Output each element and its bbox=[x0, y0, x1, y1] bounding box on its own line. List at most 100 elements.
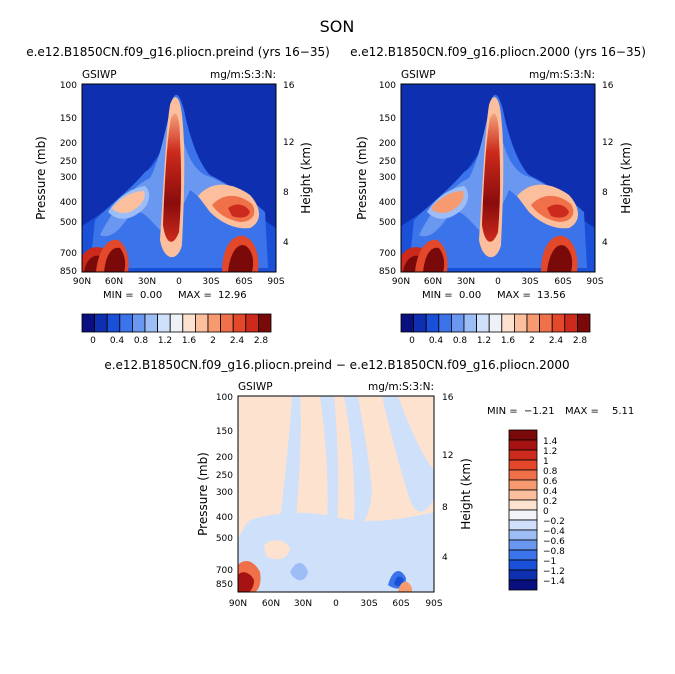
x-tick-label: 30N bbox=[294, 599, 312, 609]
y-tick-label: 150 bbox=[379, 114, 396, 124]
y-right-tick-label: 12 bbox=[442, 451, 453, 461]
stats: MIN = −1.21 MAX = 5.11 bbox=[487, 406, 634, 417]
stats-max-value: 13.56 bbox=[537, 290, 566, 301]
y-tick-label: 150 bbox=[60, 114, 77, 124]
colorbar-swatch bbox=[194, 313, 209, 333]
field-sh-lowlevel-core bbox=[547, 245, 573, 272]
plot-frame bbox=[237, 395, 435, 593]
colorbar-swatch bbox=[81, 313, 96, 333]
colorbar bbox=[508, 429, 538, 591]
colorbar-swatch bbox=[476, 313, 490, 333]
colorbar-swatch bbox=[463, 313, 478, 333]
x-tick-label: 90S bbox=[425, 599, 442, 609]
colorbar-label: 0 bbox=[409, 336, 415, 346]
colorbar-swatch bbox=[450, 313, 465, 333]
colorbar-label: 0.4 bbox=[110, 336, 125, 346]
y-ticks: 100 150 200 250 300 400 500 700 850 bbox=[379, 81, 396, 277]
x-tick-label: 60S bbox=[235, 277, 252, 287]
colorbar-swatch bbox=[438, 313, 452, 333]
y-right-tick-label: 16 bbox=[602, 81, 614, 91]
y-tick-label: 200 bbox=[379, 139, 396, 149]
figure-title: SON bbox=[320, 17, 355, 36]
colorbar-label: 1 bbox=[543, 457, 549, 467]
field-warm-nh-mid bbox=[431, 191, 464, 213]
y-tick-label: 500 bbox=[379, 218, 396, 228]
colorbar-swatch bbox=[169, 313, 184, 333]
colorbar-label: 2 bbox=[210, 336, 216, 346]
x-tick-label: 90S bbox=[267, 277, 284, 287]
y-ticks-right: 16 12 8 4 bbox=[442, 393, 454, 563]
y-tick-label: 150 bbox=[216, 427, 233, 437]
colorbar-swatch bbox=[207, 313, 222, 333]
field-nh-lowlevel-core bbox=[423, 247, 445, 272]
colorbar-swatch bbox=[508, 559, 538, 571]
y-tick-label: 850 bbox=[379, 267, 396, 277]
stats-max-label: MAX = bbox=[497, 290, 531, 301]
contour-field bbox=[82, 84, 276, 272]
y-axis-label: Pressure (mb) bbox=[196, 452, 210, 536]
colorbar-label: 1.4 bbox=[543, 437, 558, 447]
panel-left-label: GSIWP bbox=[82, 69, 117, 81]
colorbar-label: 0.4 bbox=[429, 336, 444, 346]
x-tick-label: 0 bbox=[333, 599, 339, 609]
plot-frame bbox=[400, 83, 596, 273]
panel-2000: e.e12.B1850CN.f09_g16.pliocn.2000 (yrs 1… bbox=[350, 45, 646, 346]
panel-title: e.e12.B1850CN.f09_g16.pliocn.2000 (yrs 1… bbox=[350, 45, 646, 59]
y-right-tick-label: 16 bbox=[442, 393, 454, 403]
colorbar-swatch bbox=[220, 313, 234, 333]
colorbar-swatch bbox=[508, 469, 538, 481]
y-axis-right-label: Height (km) bbox=[459, 458, 473, 529]
y-right-tick-label: 8 bbox=[442, 503, 448, 513]
colorbar-label: 0.8 bbox=[134, 336, 149, 346]
y-tick-label: 500 bbox=[60, 218, 77, 228]
y-tick-label: 850 bbox=[216, 580, 233, 590]
panel-left-label: GSIWP bbox=[401, 69, 436, 81]
colorbar-swatch bbox=[551, 313, 566, 333]
field-neg-band-2 bbox=[320, 396, 339, 540]
colorbar-swatch bbox=[508, 539, 538, 551]
colorbar-swatch bbox=[94, 313, 108, 333]
colorbar-swatch bbox=[508, 449, 538, 461]
y-tick-label: 700 bbox=[379, 249, 396, 259]
x-tick-label: 0 bbox=[495, 277, 501, 287]
y-right-tick-label: 8 bbox=[283, 188, 289, 198]
colorbar-swatch bbox=[501, 313, 515, 333]
y-tick-label: 300 bbox=[379, 173, 396, 183]
x-tick-label: 90N bbox=[73, 277, 91, 287]
colorbar-swatch bbox=[182, 313, 196, 333]
y-tick-label: 700 bbox=[60, 249, 77, 259]
y-right-tick-label: 4 bbox=[442, 553, 448, 563]
stats-min-value: −1.21 bbox=[524, 406, 555, 417]
field-tropical-core bbox=[482, 113, 501, 242]
colorbar-swatch bbox=[577, 313, 591, 333]
panel-units-label: mg/m:S:3:N: bbox=[210, 69, 276, 81]
stats-min-label: MIN = bbox=[487, 406, 518, 417]
y-tick-label: 400 bbox=[60, 198, 77, 208]
colorbar-label: 2.8 bbox=[254, 336, 269, 346]
colorbar-label: 2.4 bbox=[230, 336, 245, 346]
y-tick-label: 100 bbox=[216, 393, 233, 403]
y-tick-label: 250 bbox=[216, 471, 233, 481]
field-warm-sh-mid-peak bbox=[547, 204, 569, 218]
y-ticks: 100 150 200 250 300 400 500 700 850 bbox=[60, 81, 77, 277]
colorbar-label: 1.2 bbox=[158, 336, 172, 346]
x-ticks: 90N 60N 30N 0 30S 60S 90S bbox=[229, 599, 443, 609]
colorbar-labels: 0 0.4 0.8 1.2 1.6 2 2.4 2.8 bbox=[90, 336, 268, 346]
colorbar-swatch bbox=[508, 549, 538, 561]
colorbar-label: −1 bbox=[543, 557, 556, 567]
y-axis-right-label: Height (km) bbox=[619, 142, 633, 213]
colorbar-swatch bbox=[119, 313, 133, 333]
stats-max-value: 5.11 bbox=[612, 406, 634, 417]
colorbar-swatch bbox=[564, 313, 578, 333]
colorbar-label: 0.8 bbox=[453, 336, 468, 346]
y-tick-label: 700 bbox=[216, 566, 233, 576]
x-tick-label: 0 bbox=[176, 277, 182, 287]
colorbar-labels: 0 0.4 0.8 1.2 1.6 2 2.4 2.8 bbox=[409, 336, 587, 346]
y-axis-label: Pressure (mb) bbox=[34, 136, 48, 220]
y-tick-label: 300 bbox=[216, 488, 233, 498]
y-tick-label: 250 bbox=[60, 157, 77, 167]
colorbar-label: 0 bbox=[90, 336, 96, 346]
y-tick-label: 400 bbox=[379, 198, 396, 208]
y-right-tick-label: 12 bbox=[602, 138, 613, 148]
stats: MIN = 0.00 MAX = 13.56 bbox=[422, 290, 566, 301]
